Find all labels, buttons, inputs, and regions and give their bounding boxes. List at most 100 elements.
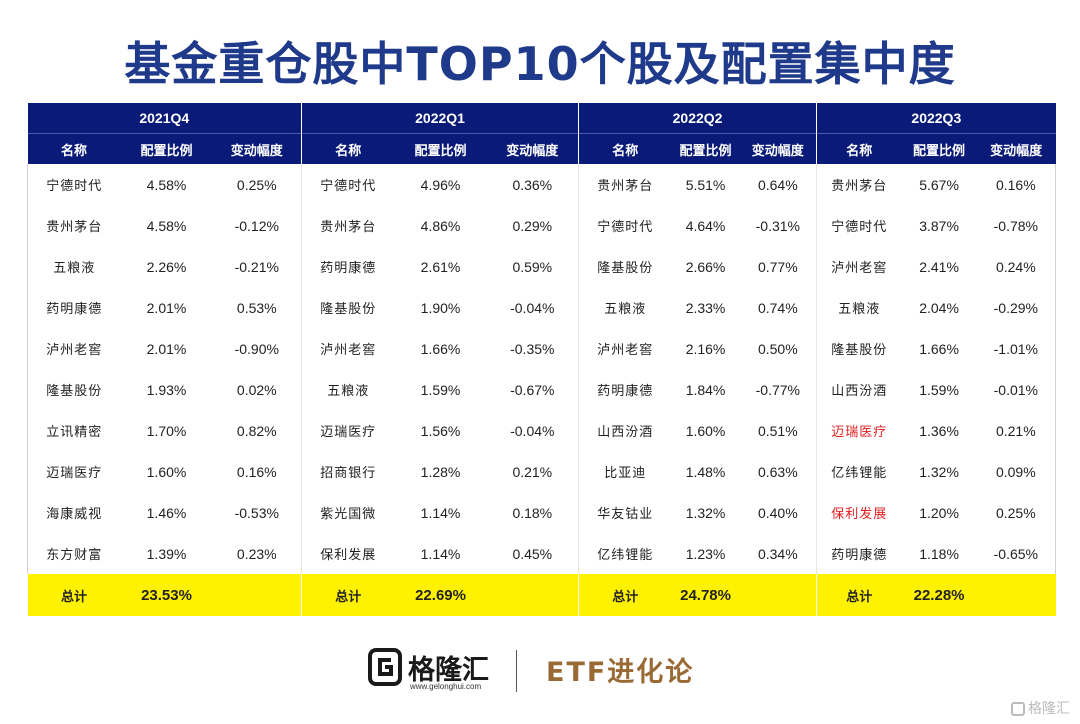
stock-name: 泸州老窖	[597, 343, 654, 358]
stock-name: 山西汾酒	[597, 425, 654, 440]
col-header-ratio: 配置比例	[394, 133, 487, 164]
stock-name: 贵州茅台	[831, 179, 888, 194]
table-row: 立讯精密 1.70% 0.82% 迈瑞医疗 1.56% -0.04% 山西汾酒 1.60% 0.…	[28, 410, 1056, 451]
total-label: 总计	[578, 574, 672, 616]
change-value: 0.63%	[739, 451, 818, 492]
change-value: 0.18%	[486, 492, 580, 533]
allocation-ratio: 2.26%	[146, 258, 187, 275]
change-value: 0.23%	[212, 533, 303, 574]
allocation-ratio: 2.61%	[420, 258, 461, 275]
allocation-ratio: 1.36%	[919, 422, 959, 439]
allocation-ratio: 2.04%	[919, 299, 959, 316]
change-value: 0.40%	[739, 492, 818, 533]
stock-name: 贵州茅台	[597, 179, 654, 194]
change-value: 0.53%	[212, 287, 303, 328]
total-value: 22.28%	[901, 574, 977, 616]
allocation-ratio: 4.86%	[420, 217, 461, 234]
stock-name: 紫光国微	[320, 507, 377, 522]
change-value: -0.78%	[993, 217, 1038, 234]
change-value: 0.16%	[995, 176, 1036, 193]
stock-name: 迈瑞医疗	[46, 466, 103, 481]
table-row: 宁德时代 4.58% 0.25% 宁德时代 4.96% 0.36% 贵州茅台 5.51% 0.6…	[28, 164, 1056, 205]
change-value: -0.04%	[486, 287, 580, 328]
quarter-header: 2022Q3	[816, 103, 1056, 134]
col-header-change: 变动幅度	[976, 133, 1056, 164]
allocation-ratio: 1.39%	[146, 545, 187, 562]
change-value: 0.59%	[486, 246, 580, 287]
watermark: 格隆汇	[1011, 698, 1070, 718]
change-value: 0.50%	[739, 328, 818, 369]
change-value: -0.29%	[993, 299, 1038, 316]
change-value: 0.34%	[739, 533, 818, 574]
stock-name: 宁德时代	[46, 179, 103, 194]
change-value: -0.21%	[212, 246, 303, 287]
holdings-table: 2021Q4 2022Q1 2022Q2 2022Q3 名称 配置比例 变动幅度…	[27, 103, 1056, 616]
change-value: 0.21%	[486, 451, 580, 492]
allocation-ratio: 1.84%	[685, 381, 726, 398]
allocation-ratio: 2.16%	[685, 340, 726, 357]
stock-name: 东方财富	[46, 548, 103, 563]
stock-name: 泸州老窖	[831, 261, 888, 276]
change-value: 0.21%	[995, 422, 1036, 439]
total-row: 总计 23.53% 总计 22.69% 总计 24.78% 总计 22.28%	[27, 574, 1056, 616]
col-header-change: 变动幅度	[486, 133, 580, 164]
stock-name: 五粮液	[604, 302, 647, 317]
stock-name: 五粮液	[838, 302, 881, 317]
allocation-ratio: 4.58%	[146, 176, 187, 193]
stock-name: 隆基股份	[320, 302, 377, 317]
total-label: 总计	[27, 574, 121, 616]
stock-name: 宁德时代	[597, 220, 654, 235]
table-row: 贵州茅台 4.58% -0.12% 贵州茅台 4.86% 0.29% 宁德时代 4.64% -0…	[28, 205, 1056, 246]
change-value: 0.77%	[739, 246, 818, 287]
stock-name: 隆基股份	[831, 343, 888, 358]
stock-name: 药明康德	[831, 548, 888, 563]
stock-name: 贵州茅台	[46, 220, 103, 235]
allocation-ratio: 5.67%	[919, 176, 959, 193]
change-value: 0.82%	[212, 410, 303, 451]
logo-url: www.gelonghui.com	[410, 682, 482, 691]
allocation-ratio: 1.66%	[919, 340, 959, 357]
stock-name: 贵州茅台	[320, 220, 377, 235]
change-value: -0.67%	[486, 369, 580, 410]
allocation-ratio: 1.60%	[685, 422, 726, 439]
watermark-logo-icon	[1011, 702, 1025, 716]
total-value: 24.78%	[671, 574, 740, 616]
col-header-name: 名称	[301, 133, 395, 164]
stock-name: 迈瑞医疗	[320, 425, 377, 440]
footer: 格隆汇 www.gelonghui.com ETF进化论	[0, 644, 1080, 700]
stock-name: 亿纬锂能	[831, 466, 888, 481]
change-value: -0.31%	[739, 205, 818, 246]
table-row: 迈瑞医疗 1.60% 0.16% 招商银行 1.28% 0.21% 比亚迪 1.48% 0.63…	[28, 451, 1056, 492]
stock-name: 五粮液	[327, 384, 370, 399]
allocation-ratio: 1.20%	[919, 504, 959, 521]
allocation-ratio: 1.93%	[146, 381, 187, 398]
change-value: 0.02%	[212, 369, 303, 410]
stock-name: 亿纬锂能	[597, 548, 654, 563]
change-value: 0.29%	[486, 205, 580, 246]
allocation-ratio: 1.70%	[146, 422, 187, 439]
change-value: 0.51%	[739, 410, 818, 451]
stock-name: 山西汾酒	[831, 384, 888, 399]
table-row: 东方财富 1.39% 0.23% 保利发展 1.14% 0.45% 亿纬锂能 1.23% 0.3…	[28, 533, 1056, 574]
stock-name: 药明康德	[597, 384, 654, 399]
change-value: 0.25%	[212, 164, 303, 205]
change-value: -0.12%	[212, 205, 303, 246]
allocation-ratio: 4.96%	[420, 176, 461, 193]
allocation-ratio: 2.01%	[146, 299, 187, 316]
stock-name: 比亚迪	[604, 466, 647, 481]
stock-name: 华友钴业	[597, 507, 654, 522]
col-header-name: 名称	[816, 133, 902, 164]
col-header-name: 名称	[578, 133, 672, 164]
col-header-change: 变动幅度	[212, 133, 303, 164]
allocation-ratio: 1.90%	[420, 299, 461, 316]
footer-divider	[516, 650, 517, 692]
stock-name: 药明康德	[46, 302, 103, 317]
change-value: 0.74%	[739, 287, 818, 328]
allocation-ratio: 2.41%	[919, 258, 959, 275]
change-value: 0.64%	[739, 164, 818, 205]
stock-name: 隆基股份	[597, 261, 654, 276]
allocation-ratio: 1.59%	[420, 381, 461, 398]
stock-name: 隆基股份	[46, 384, 103, 399]
quarter-header: 2021Q4	[27, 103, 303, 134]
col-header-ratio: 配置比例	[901, 133, 977, 164]
